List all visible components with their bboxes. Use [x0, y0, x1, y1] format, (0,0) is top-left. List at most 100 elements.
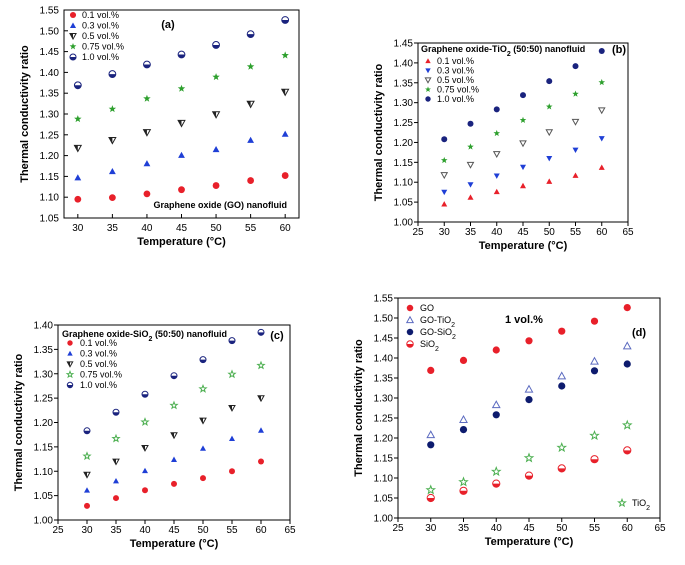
data-point	[571, 118, 580, 126]
data-point	[558, 382, 566, 390]
data-point	[140, 417, 150, 426]
y-tick-label: 1.10	[374, 474, 394, 485]
legend-marker	[406, 340, 414, 348]
legend-marker	[66, 361, 74, 368]
y-tick-label: 1.40	[40, 68, 60, 79]
data-point	[623, 304, 631, 312]
x-axis-label: Temperature (°C)	[130, 538, 219, 550]
legend-marker	[424, 77, 432, 84]
data-point	[170, 372, 178, 380]
legend-marker	[67, 340, 73, 346]
y-tick-label: 1.30	[34, 369, 54, 380]
x-tick-label: 40	[141, 223, 153, 234]
legend-marker	[406, 328, 414, 336]
data-point	[199, 417, 207, 425]
data-point	[493, 173, 500, 179]
data-point	[623, 446, 632, 455]
x-tick-label: 35	[110, 525, 122, 536]
data-point	[246, 100, 255, 109]
data-point	[246, 62, 255, 70]
data-point	[623, 360, 631, 368]
data-point	[597, 107, 606, 115]
y-tick-label: 1.40	[34, 321, 54, 332]
data-point	[280, 88, 290, 97]
y-tick-label: 1.50	[40, 26, 60, 37]
y-tick-label: 1.35	[34, 345, 54, 356]
x-tick-label: 30	[439, 227, 451, 238]
data-point	[545, 103, 553, 110]
legend-label: 1.0 vol.%	[80, 380, 117, 390]
data-point	[256, 360, 266, 370]
legend-label: 0.75 vol.%	[80, 370, 122, 380]
panel-letter: (c)	[270, 330, 284, 342]
y-tick-label: 1.20	[40, 151, 60, 162]
data-point	[229, 435, 235, 441]
legend-marker	[425, 96, 431, 102]
data-point	[177, 84, 186, 92]
data-point	[519, 140, 527, 148]
data-point	[112, 408, 120, 416]
data-point	[281, 130, 289, 137]
data-point	[73, 81, 82, 90]
y-tick-label: 1.25	[34, 394, 54, 405]
y-tick-label: 1.45	[40, 47, 60, 58]
legend-marker	[69, 22, 77, 28]
data-point	[227, 369, 237, 379]
chart-panel-b: 25 30 35 40 45 50 55 60 65 1.00 1.05 1.10 1.15 1.20 1.…	[373, 39, 634, 253]
data-point	[546, 155, 553, 162]
y-tick-label: 1.25	[374, 414, 394, 425]
x-tick-label: 50	[197, 525, 209, 536]
legend-label: 1.0 vol.%	[437, 94, 474, 104]
y-tick-label: 1.35	[374, 374, 394, 385]
data-point	[200, 475, 206, 482]
data-point	[212, 182, 220, 189]
data-point	[467, 182, 474, 188]
data-point	[426, 430, 436, 439]
y-tick-label: 1.20	[34, 418, 54, 429]
x-tick-label: 30	[72, 223, 84, 234]
legend-marker	[405, 315, 415, 324]
data-point	[572, 172, 579, 178]
data-point	[212, 41, 220, 49]
x-axis-label: Temperature (°C)	[485, 536, 574, 548]
data-point	[141, 390, 149, 398]
data-point	[257, 395, 265, 403]
data-point	[441, 136, 448, 143]
y-tick-label: 1.45	[374, 334, 394, 345]
y-tick-label: 1.30	[40, 110, 60, 121]
data-point	[212, 145, 220, 153]
x-tick-label: 35	[458, 523, 470, 534]
data-point	[520, 92, 526, 99]
data-point	[108, 168, 116, 175]
y-tick-label: 1.20	[394, 138, 414, 149]
data-point	[427, 441, 435, 449]
data-point	[228, 337, 236, 345]
data-point	[598, 164, 605, 170]
data-point	[590, 356, 599, 365]
legend-label: TiO2	[632, 498, 650, 512]
data-point	[143, 94, 151, 102]
data-point	[519, 116, 527, 123]
data-point	[171, 456, 177, 462]
x-tick-label: 55	[245, 223, 257, 234]
y-tick-label: 1.00	[374, 514, 394, 525]
data-point	[556, 442, 568, 453]
y-tick-label: 1.30	[394, 98, 414, 109]
y-tick-label: 1.05	[40, 214, 60, 225]
data-point	[493, 188, 500, 195]
data-point	[441, 201, 448, 207]
y-tick-label: 1.55	[374, 294, 394, 305]
legend-label: 0.75 vol.%	[82, 42, 124, 52]
data-point	[108, 105, 117, 113]
data-point	[493, 129, 501, 137]
chart-panel-c: 25 30 35 40 45 50 55 60 65 1.00 1.05 1.10 1.15 1.20 1.…	[13, 321, 296, 551]
x-tick-label: 45	[168, 525, 180, 536]
data-point	[492, 479, 501, 488]
x-tick-label: 40	[139, 525, 151, 536]
x-axis-label: Temperature (°C)	[137, 236, 226, 248]
x-tick-label: 50	[210, 223, 222, 234]
legend-label: 0.5 vol.%	[80, 359, 117, 369]
y-tick-label: 1.35	[394, 78, 414, 89]
panel-annotation: Graphene oxide (GO) nanofluid	[153, 200, 287, 210]
